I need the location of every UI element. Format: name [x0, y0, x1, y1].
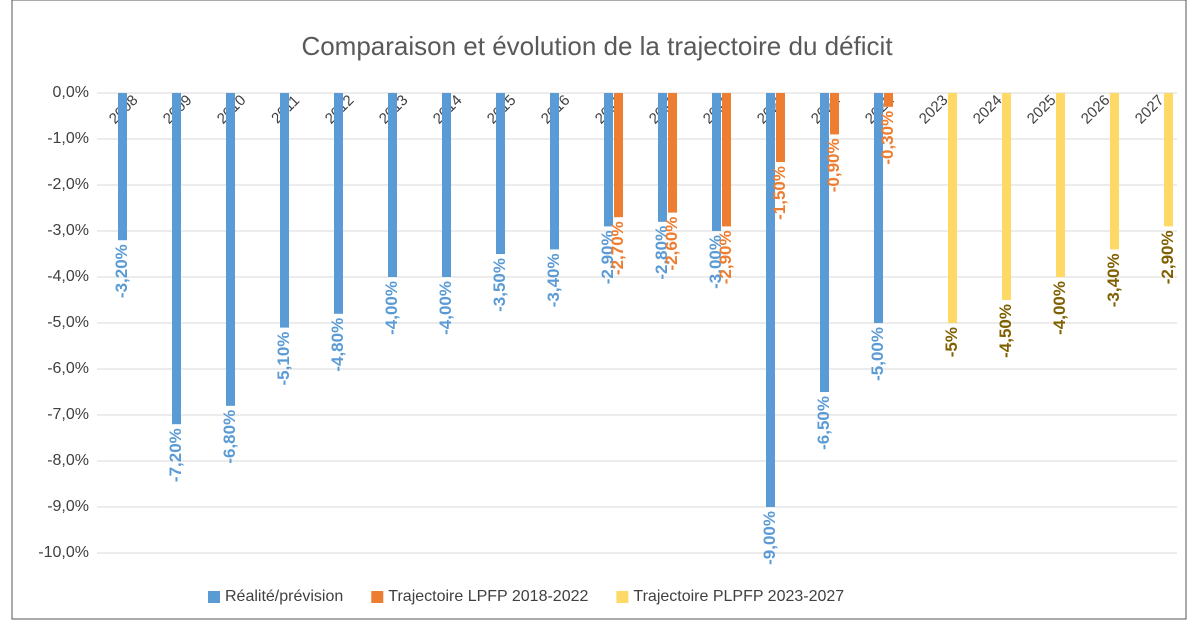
value-label: -3,40% — [544, 253, 563, 307]
value-label: -2,90% — [598, 230, 617, 284]
value-label: -3,20% — [112, 244, 131, 298]
y-tick-label: -7,0% — [47, 406, 89, 423]
bar — [874, 93, 883, 323]
bar — [604, 93, 613, 227]
legend-label: Trajectoire PLPFP 2023-2027 — [633, 588, 844, 605]
bar — [614, 93, 623, 218]
value-label: -9,00% — [760, 511, 779, 565]
value-label: -0,30% — [878, 111, 897, 165]
bar — [884, 93, 893, 107]
bar — [1164, 93, 1173, 227]
bar — [722, 93, 731, 227]
bar — [388, 93, 397, 277]
y-tick-label: -3,0% — [47, 222, 89, 239]
chart-title: Comparaison et évolution de la trajectoi… — [301, 31, 893, 61]
bar — [550, 93, 559, 250]
bar — [712, 93, 721, 231]
value-label: -2,90% — [716, 230, 735, 284]
value-label: -4,00% — [1050, 281, 1069, 335]
bar — [766, 93, 775, 507]
value-label: -6,80% — [220, 410, 239, 464]
bar — [948, 93, 957, 323]
value-label: -4,00% — [436, 281, 455, 335]
value-label: -2,80% — [652, 226, 671, 280]
bar — [172, 93, 181, 425]
legend-label: Réalité/prévision — [225, 588, 343, 605]
value-label: -2,60% — [662, 217, 681, 271]
bar — [226, 93, 235, 406]
value-label: -7,20% — [166, 428, 185, 482]
y-tick-label: -10,0% — [38, 544, 89, 561]
bar — [1002, 93, 1011, 300]
bar — [334, 93, 343, 314]
bar — [442, 93, 451, 277]
y-tick-label: 0,0% — [53, 84, 89, 101]
bar — [1110, 93, 1119, 250]
bar — [668, 93, 677, 213]
value-label: -3,50% — [490, 258, 509, 312]
y-tick-label: -8,0% — [47, 452, 89, 469]
bar — [280, 93, 289, 328]
value-label: -5,10% — [274, 332, 293, 386]
y-tick-label: -6,0% — [47, 360, 89, 377]
y-tick-label: -2,0% — [47, 176, 89, 193]
bar — [1056, 93, 1065, 277]
value-label: -2,90% — [1158, 230, 1177, 284]
value-label: -0,90% — [824, 138, 843, 192]
y-tick-label: -1,0% — [47, 130, 89, 147]
bar — [830, 93, 839, 135]
bar — [658, 93, 667, 222]
value-label: -3,40% — [1104, 253, 1123, 307]
value-label: -5% — [942, 327, 961, 357]
value-label: -5,00% — [868, 327, 887, 381]
bar — [776, 93, 785, 162]
bar — [496, 93, 505, 254]
value-label: -1,50% — [770, 166, 789, 220]
value-label: -4,50% — [996, 304, 1015, 358]
y-tick-label: -4,0% — [47, 268, 89, 285]
value-label: -2,70% — [608, 221, 627, 275]
chart-frame — [11, 0, 1187, 620]
bar — [118, 93, 127, 241]
value-label: -4,80% — [328, 318, 347, 372]
legend-swatch — [616, 591, 629, 603]
value-label: -3,00% — [706, 235, 725, 289]
y-tick-label: -5,0% — [47, 314, 89, 331]
legend-swatch — [371, 591, 384, 603]
value-label: -6,50% — [814, 396, 833, 450]
legend-swatch — [208, 591, 220, 603]
bar — [820, 93, 829, 392]
y-tick-label: -9,0% — [47, 498, 89, 515]
value-label: -4,00% — [382, 281, 401, 335]
legend-label: Trajectoire LPFP 2018-2022 — [388, 588, 588, 605]
